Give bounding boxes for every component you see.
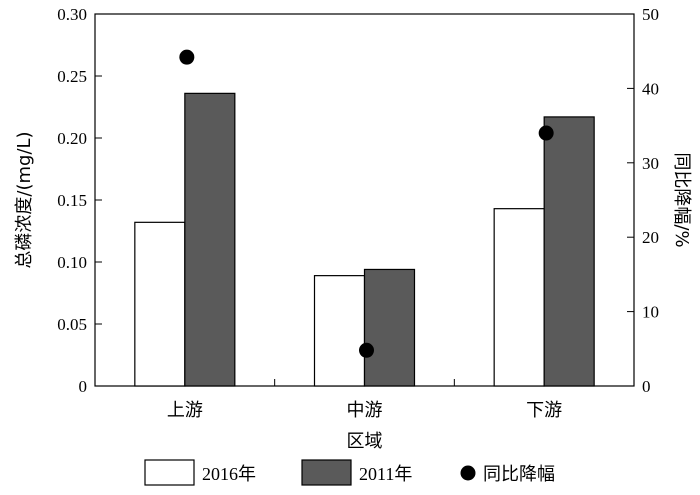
y-right-tick-label: 30	[642, 154, 659, 173]
scatter-point[interactable]	[359, 342, 374, 358]
y-right-tick-label: 50	[642, 5, 659, 24]
x-tick-label: 下游	[526, 400, 562, 421]
bar-series-1[interactable]	[313, 275, 366, 387]
y-right-tick-label: 0	[642, 377, 651, 396]
x-tick-label: 中游	[347, 400, 383, 421]
bar-series-2[interactable]	[363, 268, 416, 387]
y-right-axis-title: 同比降幅/%	[671, 152, 692, 247]
y-right-tick-label: 40	[642, 79, 659, 98]
y-left-tick-label: 0.05	[57, 315, 87, 334]
legend-label: 2016年	[202, 464, 256, 484]
legend-label: 2011年	[359, 464, 412, 484]
scatter-point[interactable]	[179, 49, 195, 65]
legend: 2016年 2011年 同比降幅	[144, 459, 555, 486]
legend-swatch	[301, 459, 352, 486]
legend-label: 同比降幅	[483, 464, 555, 484]
x-axis-title: 区域	[347, 431, 383, 452]
y-left-tick-label: 0.10	[57, 253, 87, 272]
y-left-tick-label: 0	[79, 377, 88, 396]
y-right-tick-label: 10	[642, 303, 659, 322]
y-left-tick-label: 0.25	[57, 67, 87, 86]
y-left-axis-title: 总磷浓度/(mg/L)	[14, 131, 35, 268]
scatter-point[interactable]	[538, 125, 554, 141]
legend-marker	[460, 465, 476, 481]
y-left-tick-label: 0.20	[57, 129, 87, 148]
x-tick-label: 上游	[167, 400, 203, 421]
legend-swatch	[144, 459, 195, 486]
bar-series-2[interactable]	[543, 116, 595, 387]
plot-area: 0 0.05 0.10 0.15 0.20 0.25 0.30 0 10 20 30 40 50 上游 中游…	[14, 5, 692, 452]
y-left-tick-label: 0.30	[57, 5, 87, 24]
y-left-tick-label: 0.15	[57, 191, 87, 210]
bar-series-2[interactable]	[184, 92, 236, 387]
bar-series-1[interactable]	[493, 208, 545, 387]
y-right-tick-label: 20	[642, 228, 659, 247]
bar-series-1[interactable]	[134, 221, 186, 387]
